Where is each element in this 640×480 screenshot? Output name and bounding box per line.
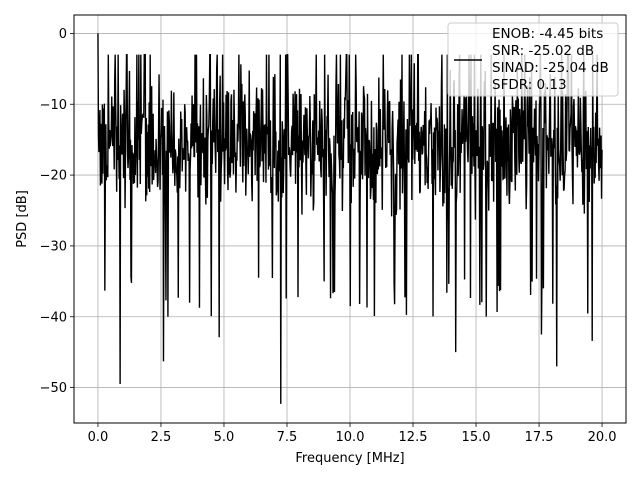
x-tick-label: 2.5 (151, 430, 172, 445)
y-tick-label: −10 (40, 98, 67, 113)
y-tick-label: −20 (40, 169, 67, 184)
x-tick-label: 17.5 (525, 430, 554, 445)
x-tick-label: 0.0 (88, 430, 109, 445)
x-tick-label: 12.5 (399, 430, 428, 445)
x-tick-label: 10.0 (336, 430, 365, 445)
psd-series (97, 33, 603, 404)
legend-entry-enob: ENOB: -4.45 bits (492, 26, 603, 42)
y-tick-label: −40 (40, 310, 67, 325)
axis-ticks: 0.0 2.5 5.0 7.5 10.0 12.5 15.0 17.5 20.0 0 −10 −20 −… (40, 27, 617, 445)
legend-entry-sfdr: SFDR: 0.13 (492, 77, 567, 93)
y-axis-label: PSD [dB] (15, 190, 30, 248)
y-tick-label: −50 (40, 381, 67, 396)
y-tick-label: 0 (59, 27, 67, 42)
x-tick-label: 7.5 (277, 430, 298, 445)
legend-entry-snr: SNR: -25.02 dB (492, 43, 594, 59)
x-tick-label: 20.0 (588, 430, 617, 445)
y-tick-label: −30 (40, 239, 67, 254)
x-tick-label: 15.0 (462, 430, 491, 445)
x-axis-label: Frequency [MHz] (295, 451, 404, 466)
psd-line (97, 33, 603, 404)
x-tick-label: 5.0 (214, 430, 235, 445)
legend: ENOB: -4.45 bits SNR: -25.02 dB SINAD: -… (447, 22, 619, 97)
legend-box (447, 22, 619, 97)
legend-entry-sinad: SINAD: -25.04 dB (492, 60, 609, 76)
